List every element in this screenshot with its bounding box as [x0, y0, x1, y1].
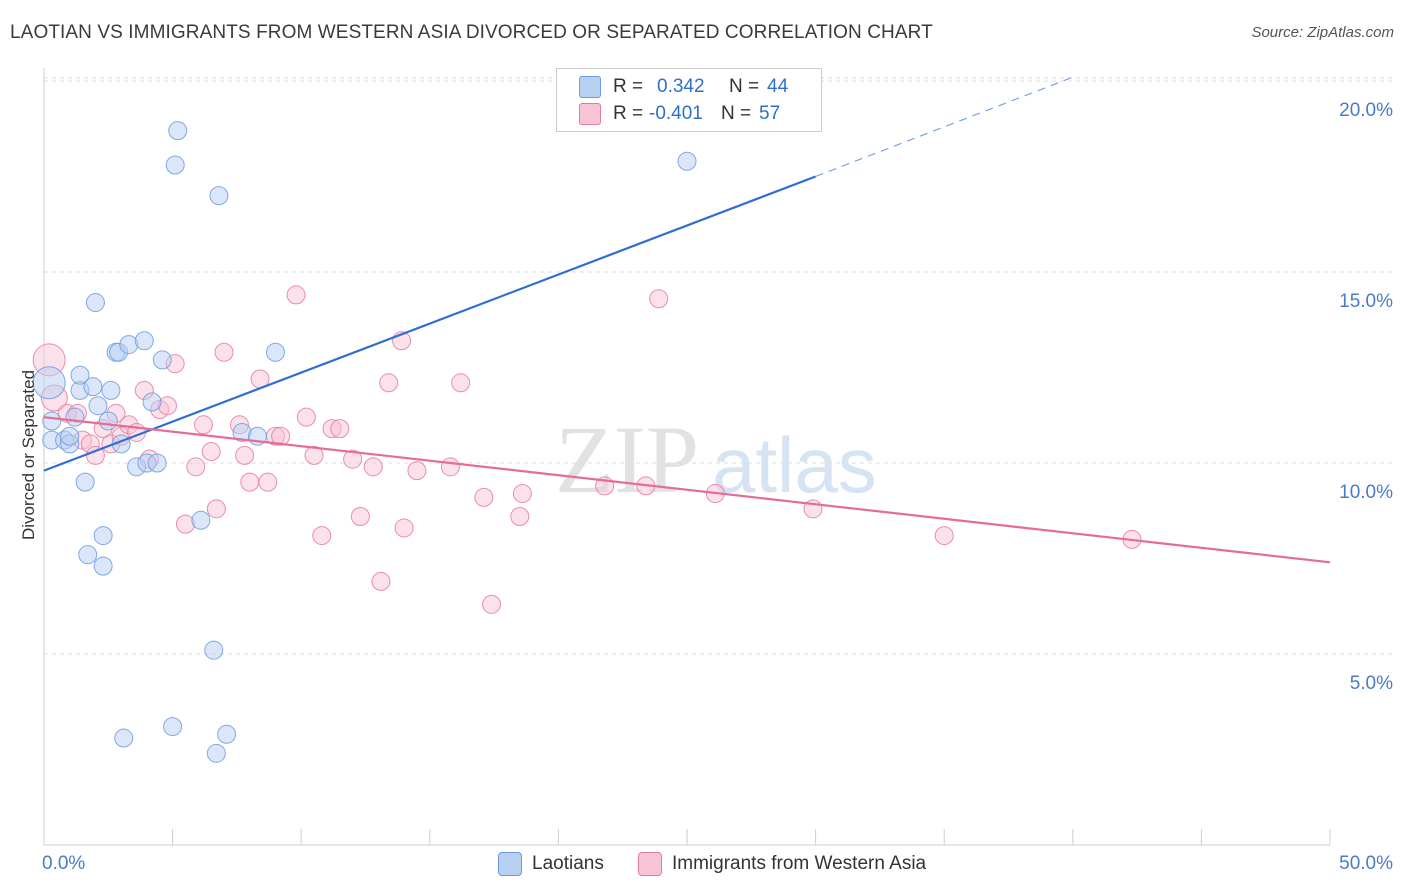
western-asia-point: [271, 426, 291, 446]
laotians-trend-extension: [815, 76, 1074, 178]
chart-title: LAOTIAN VS IMMIGRANTS FROM WESTERN ASIA …: [10, 22, 933, 43]
n-value: 57: [759, 103, 781, 124]
western-asia-point: [482, 594, 502, 614]
western-asia-point: [363, 457, 383, 477]
western-asia-point: [296, 407, 316, 427]
western-asia-point: [258, 472, 278, 492]
laotian-point: [65, 407, 85, 427]
western-asia-point: [407, 461, 427, 481]
laotian-point: [168, 121, 188, 141]
source-label: Source: ZipAtlas.com: [1251, 24, 1394, 41]
laotian-point: [152, 350, 172, 370]
series-laotians: [32, 109, 723, 763]
laotian-point: [206, 743, 226, 763]
correlation-legend: R = 0.342 N = 44 R = -0.401 N = 57: [556, 68, 822, 132]
trend-lines: [43, 76, 1331, 564]
y-tick-label: 20.0%: [1339, 100, 1393, 121]
western-asia-point: [350, 506, 370, 526]
legend-swatch-western-asia: [638, 852, 662, 876]
x-tick-label: 0.0%: [42, 853, 85, 874]
tick-labels: 5.0% 10.0% 15.0% 20.0% 0.0% 50.0%: [42, 100, 1393, 874]
laotians-trend-line: [43, 175, 816, 472]
laotian-point: [265, 342, 285, 362]
laotian-point: [204, 640, 224, 660]
axes: [43, 68, 1331, 846]
laotian-point: [93, 556, 113, 576]
legend-swatch-laotians: [579, 76, 601, 98]
n-label: N =: [721, 103, 752, 124]
laotian-point: [83, 377, 103, 397]
legend-label-laotians: Laotians: [532, 853, 604, 874]
x-tick-label: 50.0%: [1339, 853, 1393, 874]
series-immigrants-from-western-asia: [32, 285, 1142, 614]
laotian-point: [191, 510, 211, 530]
r-label: R =: [613, 76, 644, 97]
western-asia-point: [512, 484, 532, 504]
legend-item-western-asia: Immigrants from Western Asia: [638, 852, 926, 876]
y-tick-label: 10.0%: [1339, 482, 1393, 503]
western-asia-point: [394, 518, 414, 538]
western-asia-point: [235, 445, 255, 465]
laotian-point: [217, 724, 237, 744]
legend-swatch-laotians: [498, 852, 522, 876]
laotian-point: [78, 545, 98, 565]
laotian-point: [42, 411, 62, 431]
western-asia-point: [214, 342, 234, 362]
y-tick-label: 15.0%: [1339, 291, 1393, 312]
legend-row-western-asia: R = -0.401 N = 57: [579, 100, 780, 128]
laotian-point: [114, 728, 134, 748]
western-asia-point: [193, 415, 213, 435]
laotian-point: [101, 380, 121, 400]
western-asia-point: [312, 526, 332, 546]
western-asia-point: [440, 457, 460, 477]
western-asia-point: [934, 526, 954, 546]
western-asia-point: [371, 571, 391, 591]
laotian-point: [98, 411, 118, 431]
western-asia-point: [206, 499, 226, 519]
laotian-point: [75, 472, 95, 492]
n-value: 44: [767, 76, 789, 97]
laotian-point: [70, 365, 90, 385]
laotian-point: [60, 426, 80, 446]
western-asia-point: [304, 445, 324, 465]
western-asia-point: [186, 457, 206, 477]
laotian-point: [163, 717, 183, 737]
laotian-point: [32, 366, 66, 400]
watermark-atlas: atlas: [712, 421, 877, 509]
western-asia-trend-line: [43, 416, 1331, 564]
western-asia-point: [379, 373, 399, 393]
legend-item-laotians: Laotians: [498, 852, 604, 876]
laotian-point: [93, 526, 113, 546]
y-axis-label: Divorced or Separated: [19, 370, 38, 540]
r-value: -0.401: [649, 103, 703, 124]
laotian-point: [88, 396, 108, 416]
laotian-point: [147, 453, 167, 473]
western-asia-point: [240, 472, 260, 492]
legend-label-western-asia: Immigrants from Western Asia: [672, 853, 927, 874]
western-asia-point: [201, 442, 221, 462]
n-label: N =: [729, 76, 760, 97]
western-asia-point: [330, 419, 350, 439]
r-value: 0.342: [657, 76, 705, 97]
western-asia-point: [286, 285, 306, 305]
gridlines: [44, 77, 1395, 655]
legend-row-laotians: R = 0.342 N = 44: [579, 73, 788, 101]
laotian-point: [134, 331, 154, 351]
western-asia-point: [510, 506, 530, 526]
y-tick-label: 5.0%: [1350, 673, 1393, 694]
western-asia-point: [451, 373, 471, 393]
laotian-point: [165, 155, 185, 175]
r-label: R =: [613, 103, 644, 124]
western-asia-point: [343, 449, 363, 469]
laotian-point: [85, 293, 105, 313]
watermark-zip: ZIP: [555, 406, 699, 513]
laotian-point: [677, 151, 697, 171]
series-legend: Laotians Immigrants from Western Asia: [0, 852, 1406, 878]
laotian-point: [142, 392, 162, 412]
western-asia-point: [649, 289, 669, 309]
laotian-point: [209, 186, 229, 206]
western-asia-point: [474, 487, 494, 507]
legend-swatch-western-asia: [579, 103, 601, 125]
